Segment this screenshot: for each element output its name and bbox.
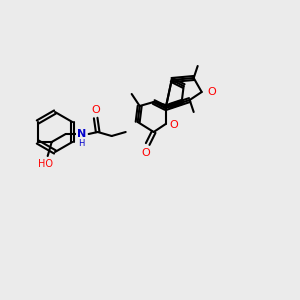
- Text: H: H: [79, 139, 85, 148]
- Text: O: O: [91, 105, 100, 115]
- Text: O: O: [141, 148, 150, 158]
- Text: O: O: [207, 87, 216, 97]
- Text: N: N: [77, 129, 86, 139]
- Text: O: O: [169, 120, 178, 130]
- Text: HO: HO: [38, 159, 53, 169]
